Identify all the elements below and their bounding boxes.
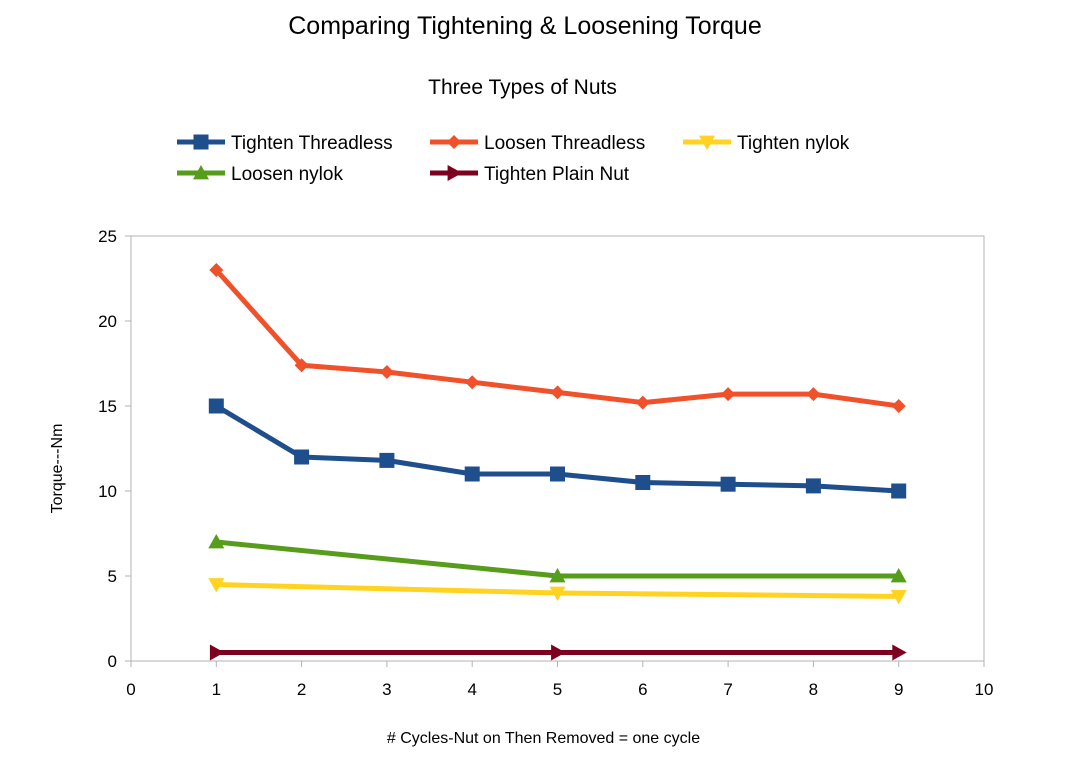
data-point-loosen-threadless bbox=[465, 375, 480, 390]
data-point-tighten-plain-nut bbox=[892, 644, 907, 661]
legend-item-loosen-threadless: Loosen Threadless bbox=[430, 133, 645, 154]
legend-label: Tighten nylok bbox=[737, 133, 850, 154]
legend-label: Loosen Threadless bbox=[484, 133, 645, 154]
axes: 0 1 2 3 4 5 6 7 8 9 10 0 5 10 15 20 25 bbox=[98, 227, 993, 699]
y-tick-label: 0 bbox=[108, 652, 117, 671]
legend-item-tighten-nylok: Tighten nylok bbox=[683, 133, 850, 154]
chart-title: Comparing Tightening & Loosening Torque bbox=[288, 12, 762, 40]
data-point-loosen-nylok bbox=[549, 568, 566, 583]
legend-marker bbox=[447, 135, 461, 149]
x-tick-label: 6 bbox=[638, 680, 647, 699]
data-point-tighten-nylok bbox=[549, 586, 566, 601]
legend-label: Tighten Plain Nut bbox=[484, 164, 630, 185]
data-point-loosen-nylok bbox=[890, 568, 907, 583]
data-point-loosen-threadless bbox=[209, 263, 224, 277]
legend-marker bbox=[447, 165, 462, 181]
data-point-tighten-threadless bbox=[635, 475, 651, 490]
legend-label: Loosen nylok bbox=[231, 164, 343, 185]
legend-item-tighten-threadless: Tighten Threadless bbox=[177, 133, 393, 154]
legend-marker bbox=[193, 165, 209, 180]
data-point-loosen-threadless bbox=[550, 385, 565, 400]
data-point-tighten-threadless bbox=[208, 398, 224, 414]
series-tighten-nylok bbox=[208, 578, 907, 605]
x-tick-label: 3 bbox=[382, 680, 391, 699]
y-tick-label: 20 bbox=[98, 312, 117, 331]
x-tick-label: 5 bbox=[553, 680, 562, 699]
y-tick-label: 5 bbox=[108, 567, 117, 586]
data-point-loosen-threadless bbox=[294, 358, 309, 373]
x-tick-label: 4 bbox=[467, 680, 476, 699]
series-loosen-nylok bbox=[208, 534, 907, 583]
y-axis-title: Torque---Nm bbox=[49, 424, 66, 514]
series-tighten-threadless bbox=[208, 398, 907, 499]
data-point-tighten-plain-nut bbox=[209, 644, 225, 661]
legend-marker bbox=[699, 135, 715, 150]
data-point-tighten-threadless bbox=[379, 452, 395, 468]
legend-item-tighten-plain-nut: Tighten Plain Nut bbox=[430, 164, 630, 185]
series-layer bbox=[208, 263, 907, 661]
data-point-loosen-threadless bbox=[806, 387, 821, 402]
x-tick-label: 7 bbox=[723, 680, 732, 699]
data-point-tighten-threadless bbox=[550, 466, 565, 482]
legend-marker bbox=[193, 134, 209, 150]
x-tick-label: 9 bbox=[894, 680, 903, 699]
data-point-tighten-nylok bbox=[890, 590, 907, 605]
data-point-tighten-threadless bbox=[720, 476, 736, 492]
chart-subtitle: Three Types of Nuts bbox=[428, 76, 617, 99]
data-point-tighten-threadless bbox=[891, 483, 907, 499]
legend-label: Tighten Threadless bbox=[231, 133, 393, 154]
data-point-tighten-threadless bbox=[464, 466, 480, 482]
x-tick-label: 8 bbox=[809, 680, 818, 699]
data-point-loosen-threadless bbox=[721, 387, 736, 402]
data-point-tighten-plain-nut bbox=[551, 644, 566, 661]
data-point-loosen-threadless bbox=[635, 395, 650, 410]
x-tick-label: 10 bbox=[975, 680, 994, 699]
y-tick-label: 25 bbox=[98, 227, 117, 246]
y-tick-label: 15 bbox=[98, 397, 117, 416]
data-point-tighten-nylok bbox=[208, 578, 225, 593]
data-point-tighten-threadless bbox=[805, 478, 821, 494]
x-tick-label: 0 bbox=[126, 680, 135, 699]
legend: Tighten Threadless Loosen Threadless Tight… bbox=[177, 133, 850, 185]
data-point-loosen-nylok bbox=[208, 534, 225, 549]
data-point-loosen-threadless bbox=[379, 365, 394, 379]
y-tick-label: 10 bbox=[98, 482, 117, 501]
x-axis-title: # Cycles-Nut on Then Removed = one cycle bbox=[387, 730, 700, 747]
data-point-loosen-threadless bbox=[891, 399, 906, 413]
series-tighten-plain-nut bbox=[209, 644, 907, 661]
legend-item-loosen-nylok: Loosen nylok bbox=[177, 164, 343, 185]
series-loosen-threadless bbox=[209, 263, 906, 413]
x-tick-label: 2 bbox=[297, 680, 306, 699]
x-tick-label: 1 bbox=[212, 680, 221, 699]
data-point-tighten-threadless bbox=[294, 449, 310, 465]
